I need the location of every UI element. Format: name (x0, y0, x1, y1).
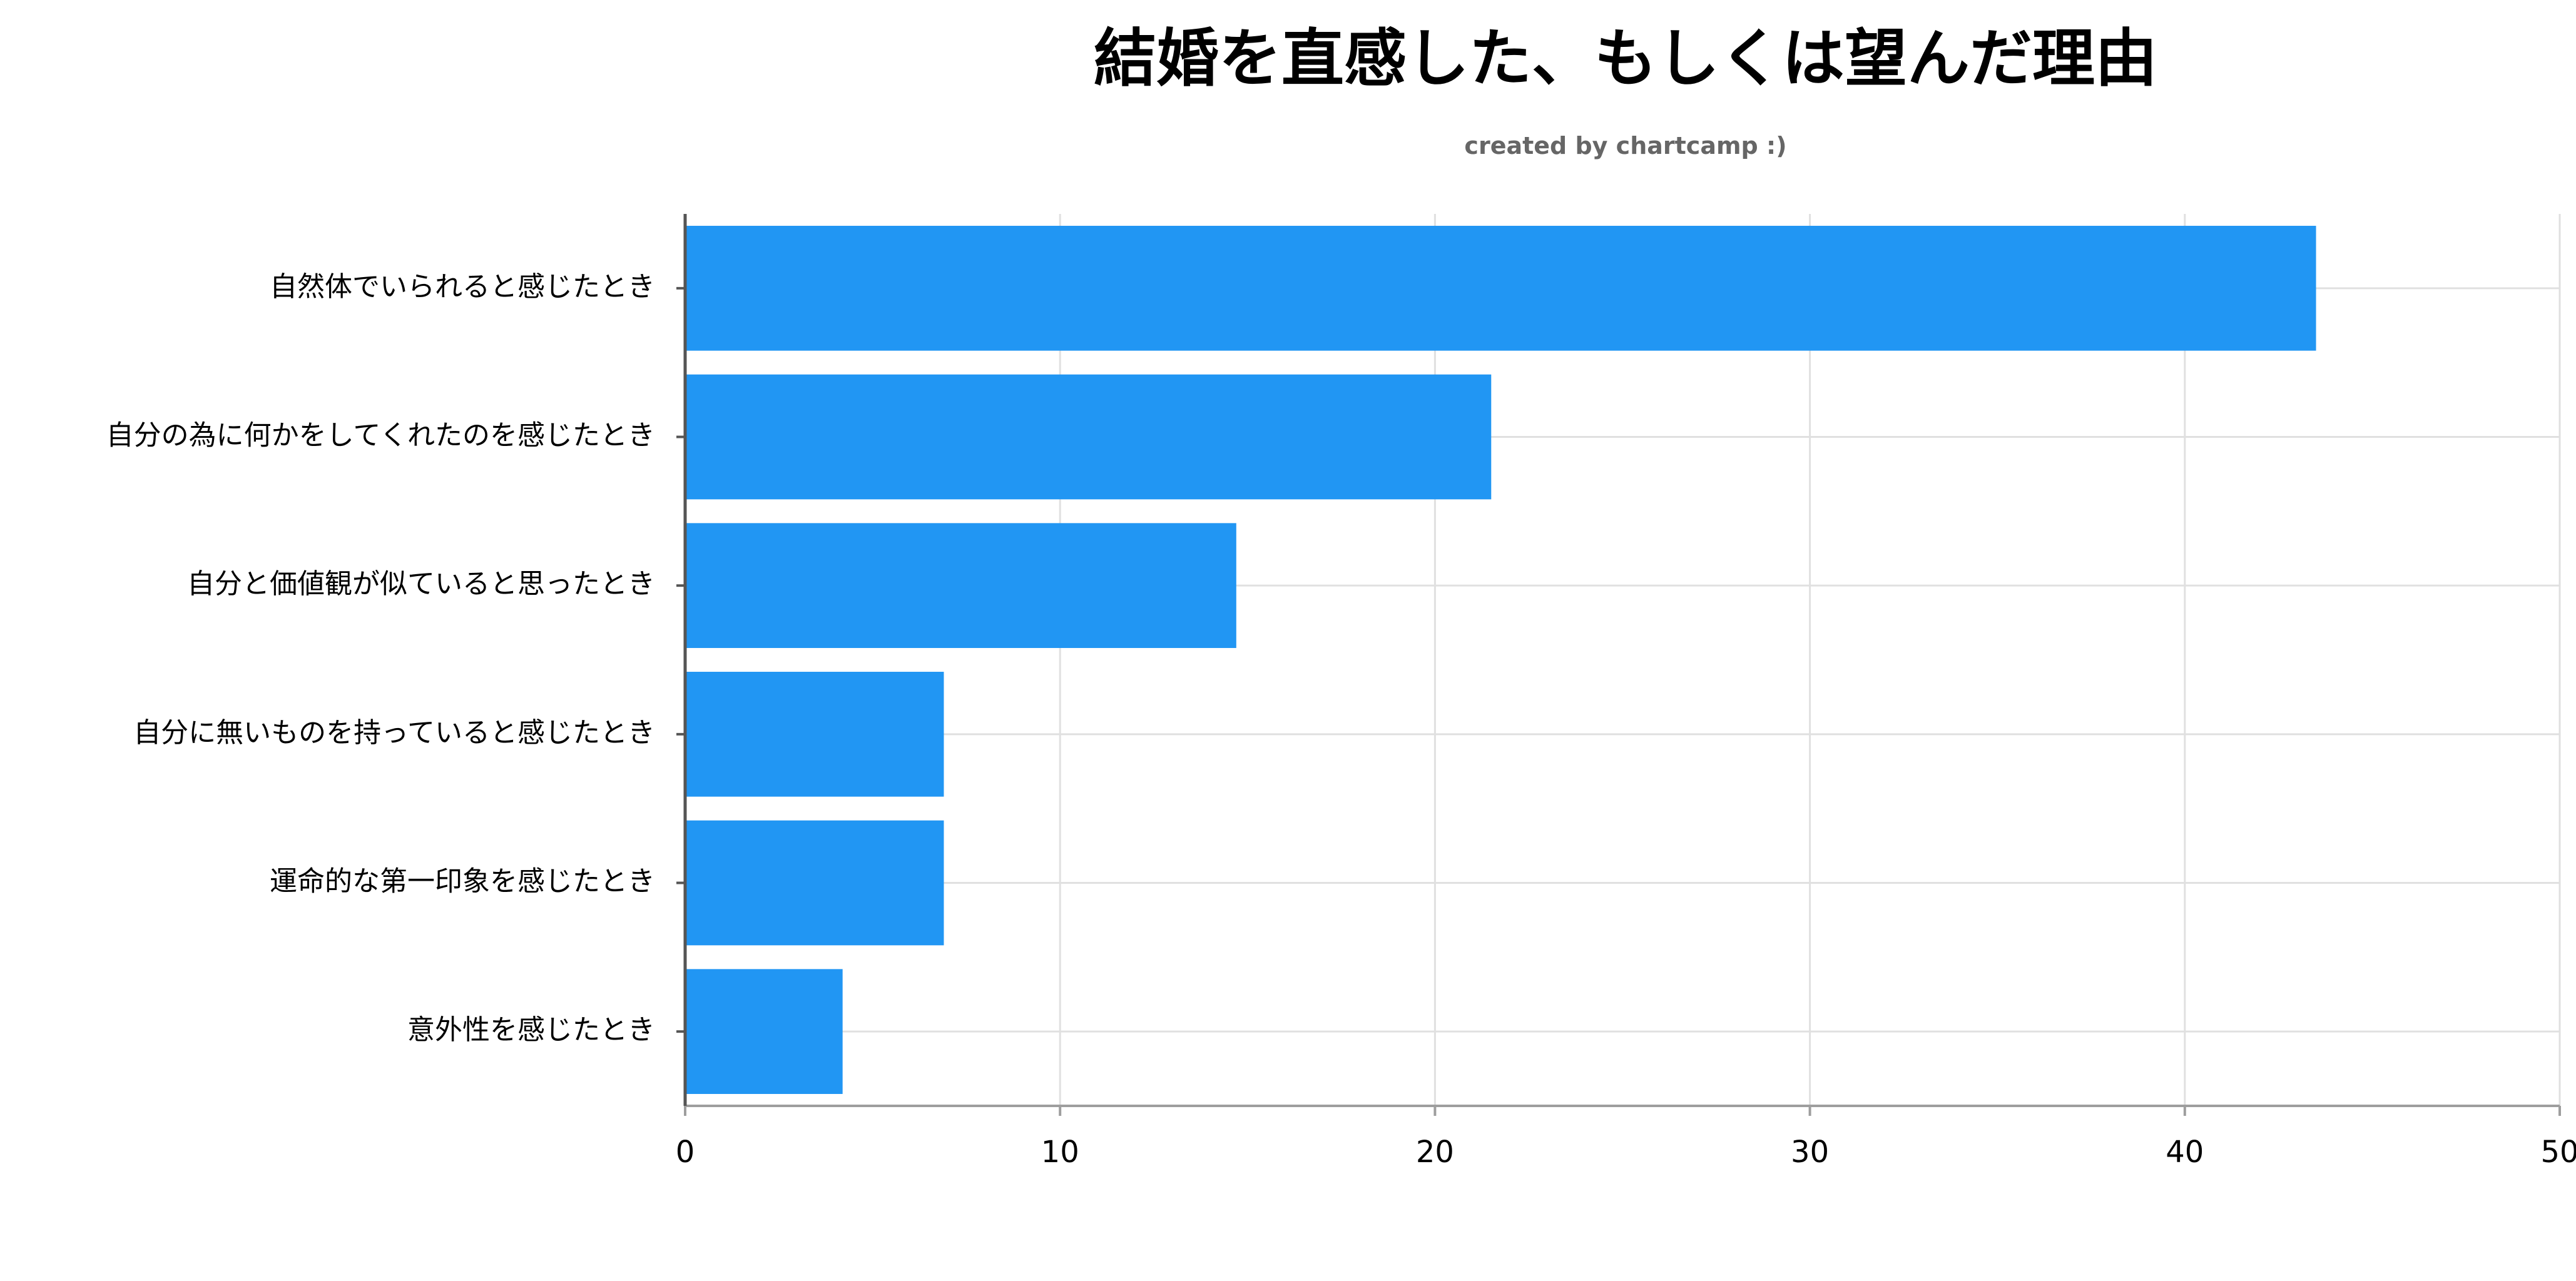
category-label: 自分の為に何かをしてくれたのを感じたとき (106, 420, 655, 452)
bar (685, 226, 2316, 351)
axes (676, 214, 2561, 1116)
x-tick-labels: 0 10 20 30 40 50 (676, 1135, 2576, 1170)
bar (685, 820, 944, 946)
x-tick-label: 50 (2540, 1135, 2576, 1170)
bar (685, 374, 1492, 500)
x-tick-label: 0 (676, 1135, 695, 1170)
x-tick-label: 20 (1416, 1135, 1454, 1170)
chart-title: 結婚を直感した、もしくは望んだ理由 (1094, 22, 2157, 95)
bar (685, 523, 1236, 648)
category-label: 意外性を感じたとき (407, 1014, 655, 1046)
category-label: 自分と価値観が似ていると思ったとき (187, 568, 655, 600)
chart-subtitle: created by chartcamp :) (1464, 132, 1786, 159)
category-label: 自分に無いものを持っていると感じたとき (133, 717, 655, 749)
category-labels: 自然体でいられると感じたとき自分の為に何かをしてくれたのを感じたとき自分と価値観… (106, 271, 655, 1046)
x-tick-label: 30 (1791, 1135, 1829, 1170)
x-tick-label: 40 (2166, 1135, 2204, 1170)
category-label: 運命的な第一印象を感じたとき (270, 866, 655, 898)
category-label: 自然体でいられると感じたとき (270, 271, 655, 303)
bars (685, 226, 2316, 1094)
bar (685, 969, 843, 1094)
bar (685, 672, 944, 797)
x-tick-label: 10 (1041, 1135, 1079, 1170)
